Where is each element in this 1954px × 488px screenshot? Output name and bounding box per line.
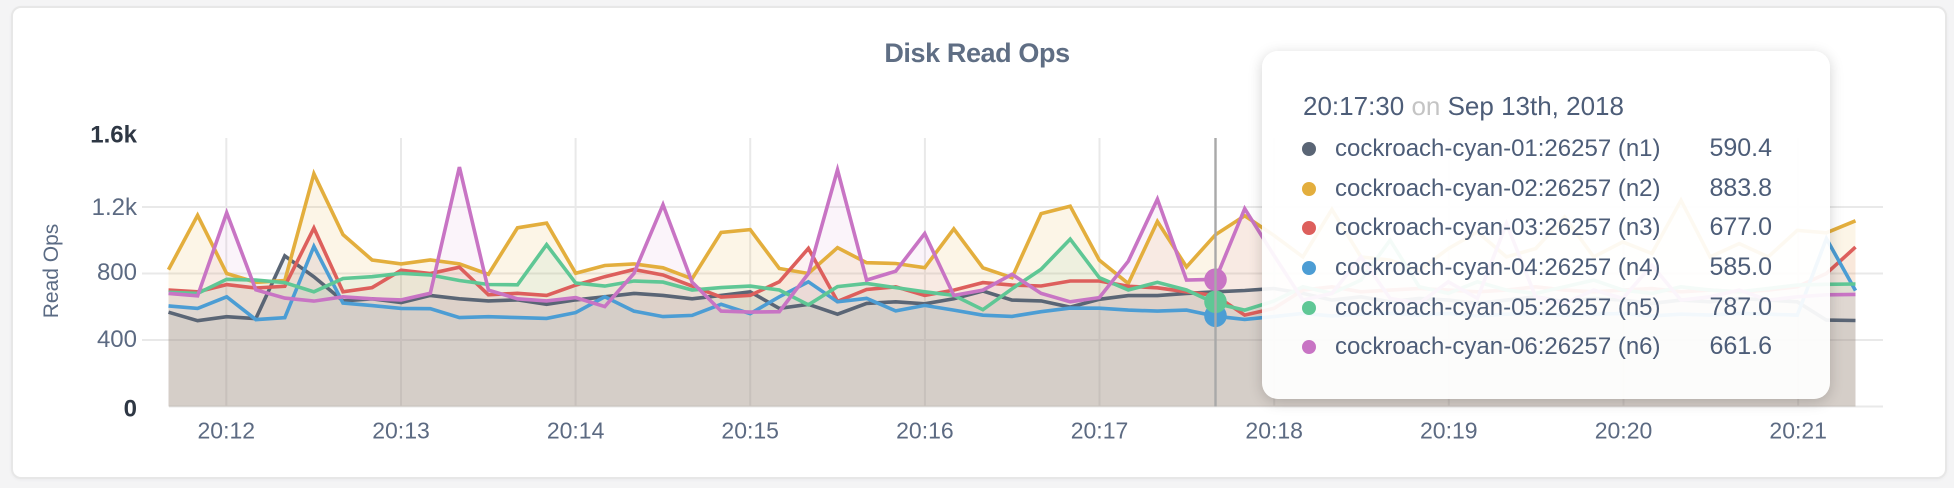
svg-text:0: 0: [124, 396, 137, 423]
svg-text:Read Ops: Read Ops: [40, 224, 63, 319]
svg-text:1.6k: 1.6k: [90, 122, 137, 149]
svg-text:20:18: 20:18: [1245, 418, 1303, 444]
svg-text:800: 800: [97, 259, 137, 286]
svg-text:1.2k: 1.2k: [92, 194, 138, 221]
svg-text:20:17: 20:17: [1071, 418, 1129, 444]
svg-text:20:16: 20:16: [896, 418, 954, 444]
svg-text:20:13: 20:13: [372, 418, 430, 444]
svg-text:20:12: 20:12: [198, 418, 256, 444]
svg-text:20:15: 20:15: [721, 418, 779, 444]
svg-text:20:20: 20:20: [1595, 418, 1653, 444]
svg-text:20:14: 20:14: [547, 418, 605, 444]
svg-text:20:21: 20:21: [1769, 418, 1827, 444]
svg-text:20:19: 20:19: [1420, 418, 1478, 444]
svg-text:400: 400: [97, 326, 137, 353]
